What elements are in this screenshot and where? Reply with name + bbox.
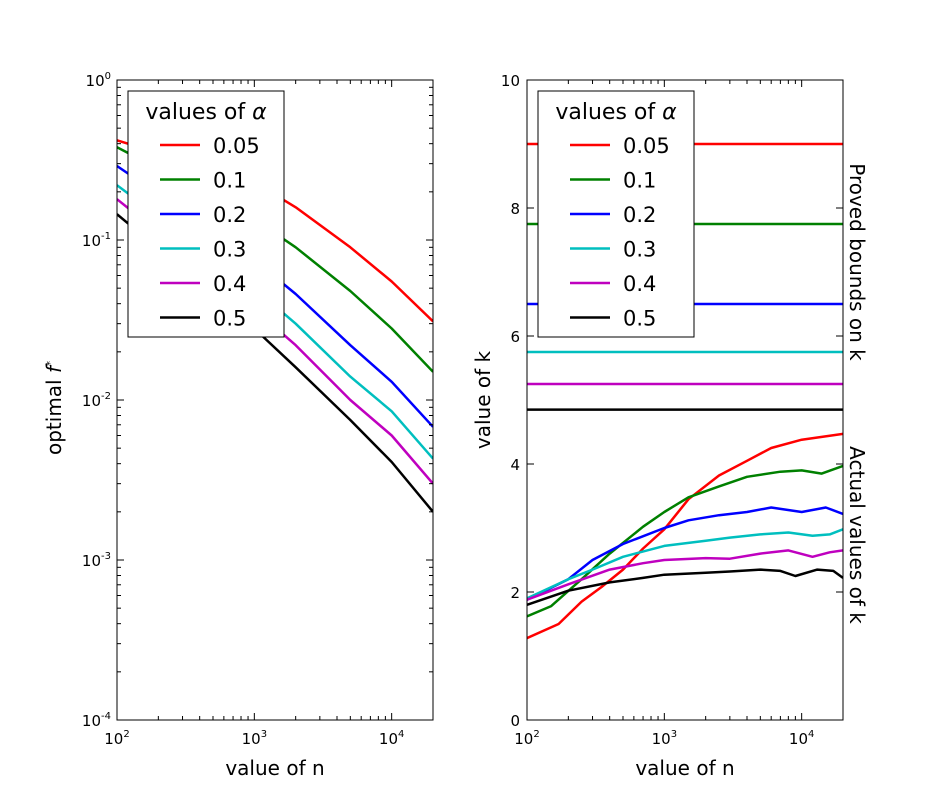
right-ytick-label: 6	[510, 328, 520, 346]
right-xlabel: value of n	[635, 756, 734, 780]
left-xtick-label-exp: 4	[398, 729, 404, 740]
left-legend-label: 0.1	[213, 169, 246, 193]
right-ytick-label: 2	[510, 584, 520, 602]
left-ytick-label-exp: -4	[101, 711, 111, 722]
annotation-actual-values: Actual values of k	[845, 446, 869, 624]
right-series-line-0_3	[527, 528, 843, 600]
left-xtick-label: 104	[379, 729, 404, 748]
left-xtick-label-base: 10	[104, 730, 123, 748]
right-series-group	[527, 432, 843, 640]
left-ytick-label-exp: -2	[101, 391, 111, 402]
right-series-line-0_2	[527, 506, 843, 601]
right-axis-labels: value of n value of k Proved bounds on k Ac…	[471, 163, 869, 780]
left-xtick-label: 102	[104, 729, 129, 748]
left-ytick-label-exp: -1	[101, 231, 111, 242]
right-legend-label: 0.05	[623, 134, 670, 158]
right-legend-title: values of α	[555, 100, 677, 125]
left-legend-label: 0.2	[213, 203, 246, 227]
left-ytick-label-exp: -3	[101, 551, 111, 562]
left-ytick-label-exp: 0	[105, 71, 111, 82]
left-ytick-label: 10-2	[82, 391, 111, 410]
left-xtick-label: 103	[242, 729, 267, 748]
left-legend-title: values of α	[145, 100, 267, 125]
left-axis-labels: value of n optimal f*	[42, 361, 325, 780]
left-legend-title-symbol: α	[252, 100, 267, 125]
right-legend-box	[537, 90, 695, 338]
right-xtick-label: 102	[514, 729, 539, 748]
right-legend-label: 0.1	[623, 169, 656, 193]
right-ytick-label: 4	[510, 456, 520, 474]
right-ytick-label: 0	[510, 712, 520, 730]
right-xtick-label-base: 10	[652, 730, 671, 748]
left-legend-label: 0.05	[213, 134, 260, 158]
right-series-line-0_4	[527, 549, 843, 601]
right-legend-label: 0.2	[623, 203, 656, 227]
left-xlabel: value of n	[225, 756, 324, 780]
left-ylabel-text: optimal	[42, 373, 66, 455]
left-ytick-label: 10-3	[82, 551, 111, 570]
right-legend-title-text: values of	[555, 100, 662, 125]
right-xtick-label-exp: 4	[808, 729, 814, 740]
right-legend-label: 0.3	[623, 238, 656, 262]
right-xtick-label-exp: 2	[533, 729, 539, 740]
left-ylabel-symbol: f	[42, 363, 66, 373]
right-xtick-label-exp: 3	[671, 729, 677, 740]
left-ytick-label: 10-1	[82, 231, 111, 250]
left-ytick-label-base: 10	[82, 552, 101, 570]
left-legend: values of α 0.05 0.1 0.2 0.3 0.4 0.5	[127, 90, 285, 338]
right-ytick-label: 10	[501, 72, 520, 90]
annotation-proved-bounds: Proved bounds on k	[845, 163, 869, 361]
left-legend-label: 0.4	[213, 272, 246, 296]
right-legend: values of α 0.05 0.1 0.2 0.3 0.4 0.5	[537, 90, 695, 338]
left-xtick-label-exp: 3	[261, 729, 267, 740]
left-ylabel-sup: *	[45, 361, 56, 366]
left-legend-label: 0.3	[213, 238, 246, 262]
left-xtick-label-base: 10	[242, 730, 261, 748]
right-ytick-label: 8	[510, 200, 520, 218]
left-xtick-label-base: 10	[379, 730, 398, 748]
left-ytick-label-base: 10	[82, 392, 101, 410]
left-ytick-label: 100	[86, 71, 111, 90]
right-legend-label: 0.4	[623, 272, 656, 296]
right-ylabel: value of k	[471, 350, 495, 449]
left-ytick-label-base: 10	[82, 232, 101, 250]
left-legend-label: 0.5	[213, 307, 246, 331]
left-ytick-label-base: 10	[86, 72, 105, 90]
left-ytick-label: 10-4	[82, 711, 111, 730]
right-xtick-label: 104	[789, 729, 814, 748]
left-ytick-label-base: 10	[82, 712, 101, 730]
left-legend-title-text: values of	[145, 100, 252, 125]
right-legend-title-symbol: α	[662, 100, 677, 125]
right-legend-label: 0.5	[623, 307, 656, 331]
left-legend-box	[127, 90, 285, 338]
right-series-line-0_5	[527, 568, 843, 606]
left-ylabel: optimal f*	[42, 361, 66, 455]
right-xtick-label-base: 10	[789, 730, 808, 748]
right-xtick-label: 103	[652, 729, 677, 748]
right-plot-frame	[526, 79, 844, 721]
left-xtick-label-exp: 2	[123, 729, 129, 740]
right-xtick-label-base: 10	[514, 730, 533, 748]
